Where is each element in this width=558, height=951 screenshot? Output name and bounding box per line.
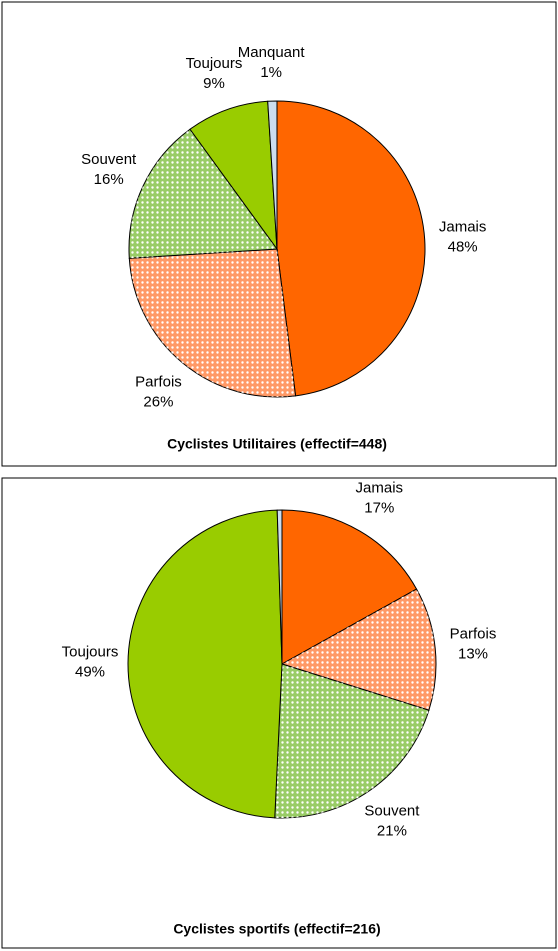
- slice-label: Manquant: [238, 44, 306, 61]
- pie-slice: [267, 100, 278, 250]
- slice-label: Jamais: [439, 218, 487, 235]
- slice-value-label: 48%: [448, 238, 478, 255]
- slice-value-label: 17%: [364, 499, 394, 516]
- slice-label: Parfois: [450, 625, 497, 642]
- slice-pattern: [282, 589, 436, 711]
- slice-pattern: [274, 664, 429, 818]
- slice-pattern: [128, 129, 277, 259]
- chart-title: Cyclistes Utilitaires (effectif=448): [167, 436, 387, 452]
- slice-label: Toujours: [62, 643, 119, 660]
- pie-slice: [276, 509, 283, 665]
- slice-label: Jamais: [356, 479, 404, 496]
- pie-slice: [189, 100, 278, 251]
- slice-value-label: 1%: [260, 64, 282, 81]
- slice-pattern: [129, 249, 296, 397]
- slice-value-label: 49%: [75, 663, 105, 680]
- pie-slice: [281, 509, 418, 665]
- slice-value-label: 9%: [203, 75, 225, 92]
- slice-value-label: 21%: [377, 822, 407, 839]
- slice-label: Parfois: [135, 373, 182, 390]
- slice-value-label: 16%: [94, 171, 124, 188]
- slice-label: Souvent: [81, 151, 137, 168]
- pie-slice: [276, 100, 426, 397]
- slice-value-label: 26%: [143, 393, 173, 410]
- chart-title: Cyclistes sportifs (effectif=216): [173, 921, 380, 937]
- pie-slice: [127, 509, 283, 819]
- slice-value-label: 13%: [458, 645, 488, 662]
- slice-label: Toujours: [186, 55, 243, 72]
- slice-label: Souvent: [364, 802, 420, 819]
